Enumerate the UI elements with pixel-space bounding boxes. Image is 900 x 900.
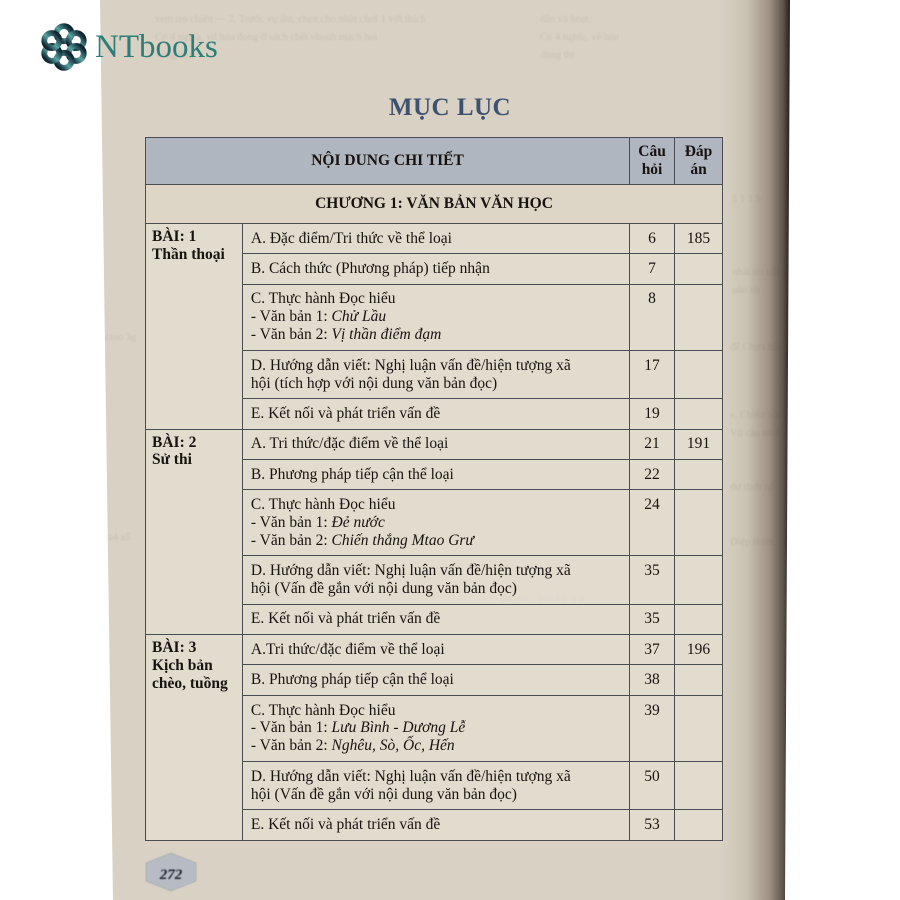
- svg-text:272: 272: [159, 867, 183, 883]
